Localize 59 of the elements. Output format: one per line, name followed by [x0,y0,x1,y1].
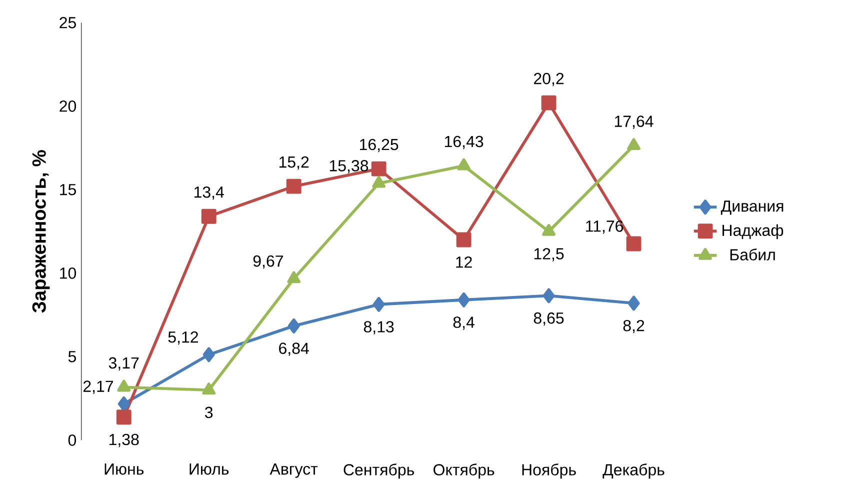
data-label: 8,4 [453,316,474,330]
point [541,96,556,111]
point [458,292,470,308]
point [118,396,130,412]
point [627,138,640,150]
point [372,176,386,188]
data-label: 6,84 [279,342,309,356]
point [117,380,131,392]
legend-label: Наджаф [722,224,784,240]
legend-label: Бабил [730,248,775,261]
point [371,162,386,176]
y-tick-label: 15 [60,184,76,196]
point [288,318,300,334]
data-label: 3 [205,407,213,418]
point [457,158,470,170]
data-label: 13,4 [194,186,224,200]
y-axis-title: Зараженность, % [32,150,50,313]
data-label: 17,64 [614,116,654,130]
point [202,347,215,362]
point [542,224,556,236]
data-label: 12 [456,256,472,268]
y-tick-label: 10 [60,268,76,280]
x-tick-label: Июль [190,464,229,475]
data-label: 16,25 [360,139,398,152]
data-label: 15,38 [330,160,368,174]
data-label: 9,67 [253,256,283,269]
point [201,209,216,224]
x-tick-label: Июнь [104,464,144,475]
data-label: 20,2 [534,73,564,86]
point [202,382,216,395]
x-tick-label: Ноябрь [522,464,576,479]
x-tick-label: Декабрь [602,464,664,479]
x-tick-label: Сентябрь [344,464,414,479]
point [456,232,472,248]
data-label: 16,43 [444,136,484,150]
point [628,296,640,311]
x-tick-label: Октябрь [434,464,494,479]
point [116,410,132,425]
point [287,271,300,284]
legend-label: Дивания [720,200,784,215]
data-label: 5,12 [168,332,198,345]
data-label: 8,2 [623,320,644,334]
data-label: 11,76 [586,220,624,234]
data-label: 15,2 [279,156,309,170]
point [286,179,302,194]
data-label: 1,38 [110,434,139,448]
data-label: 8,65 [534,312,564,326]
data-label: 12,5 [534,248,564,262]
y-tick-label: 0 [68,434,76,446]
y-tick-label: 25 [60,17,76,29]
data-label: 8,13 [364,321,394,335]
point [372,297,385,312]
y-tick-label: 5 [68,351,76,362]
x-tick-label: Август [270,464,318,478]
data-label: 3,17 [108,358,139,371]
y-tick-label: 20 [60,100,76,112]
point [626,236,642,252]
data-label: 2,17 [83,380,114,394]
point [542,288,555,304]
